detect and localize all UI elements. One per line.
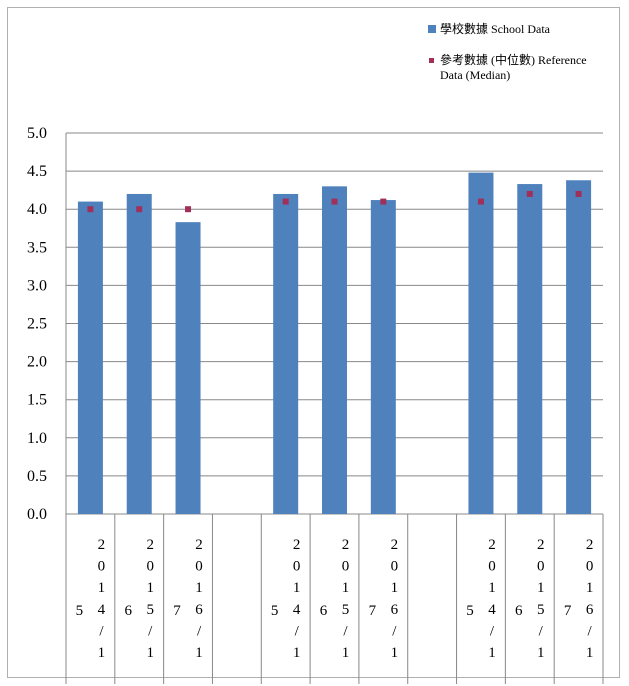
category-year-label: 2 0 1 6/1	[195, 537, 203, 661]
bar-school-data	[175, 222, 201, 515]
category-year-label: 2 0 1 6/1	[391, 537, 399, 661]
legend-label-school: 學校數據 School Data	[440, 22, 550, 36]
point-reference-data	[331, 198, 338, 205]
category-number-label: 5	[271, 603, 279, 619]
y-tick-label: 3.5	[27, 239, 47, 256]
point-reference-data	[526, 190, 533, 197]
y-tick-label: 4.0	[27, 201, 47, 218]
point-reference-data	[282, 198, 289, 205]
category-year-label: 2 0 1 5/1	[537, 537, 545, 661]
y-tick-label: 5.0	[27, 125, 47, 142]
point-reference-data	[87, 206, 94, 213]
y-tick-label: 0.0	[27, 506, 47, 523]
y-tick-label: 4.5	[27, 163, 47, 180]
y-tick-label: 2.0	[27, 354, 47, 371]
category-year-label: 2 0 1 4/1	[293, 537, 301, 661]
category-number-label: 5	[76, 603, 84, 619]
category-number-label: 6	[515, 603, 523, 619]
point-reference-data	[477, 198, 484, 205]
bar-school-data	[77, 201, 103, 514]
point-reference-data	[380, 198, 387, 205]
category-number-label: 7	[369, 603, 377, 619]
chart-frame	[7, 7, 620, 678]
bar-school-data	[273, 193, 299, 514]
legend-label-reference: 參考數據 (中位數) Reference Data (Median)	[440, 53, 587, 82]
y-tick-label: 1.5	[27, 392, 47, 409]
legend: 學校數據 School Data 參考數據 (中位數) Reference Da…	[428, 22, 590, 99]
point-reference-data	[575, 190, 582, 197]
point-reference-data	[136, 206, 143, 213]
y-tick-label: 1.0	[27, 430, 47, 447]
bar-school-data	[468, 172, 494, 514]
bar-school-data	[126, 193, 152, 514]
y-tick-label: 3.0	[27, 277, 47, 294]
category-year-label: 2 0 1 6/1	[586, 537, 594, 661]
legend-item-school: 學校數據 School Data	[428, 22, 590, 37]
category-number-label: 7	[173, 603, 181, 619]
y-tick-label: 0.5	[27, 468, 47, 485]
category-number-label: 6	[320, 603, 328, 619]
category-number-label: 7	[564, 603, 572, 619]
school-data-swatch	[428, 25, 436, 33]
category-year-label: 2 0 1 5/1	[342, 537, 350, 661]
bar-school-data	[566, 180, 592, 514]
bar-school-data	[322, 186, 347, 514]
reference-data-swatch	[429, 58, 434, 63]
bar-school-data	[370, 200, 396, 514]
y-tick-label: 2.5	[27, 316, 47, 333]
category-number-label: 6	[124, 603, 132, 619]
legend-item-reference: 參考數據 (中位數) Reference Data (Median)	[428, 53, 590, 83]
point-reference-data	[185, 206, 192, 213]
category-number-label: 5	[466, 603, 474, 619]
category-year-label: 2 0 1 4/1	[488, 537, 496, 661]
category-year-label: 2 0 1 5/1	[146, 537, 154, 661]
category-year-label: 2 0 1 4/1	[98, 537, 106, 661]
bar-school-data	[517, 184, 543, 514]
